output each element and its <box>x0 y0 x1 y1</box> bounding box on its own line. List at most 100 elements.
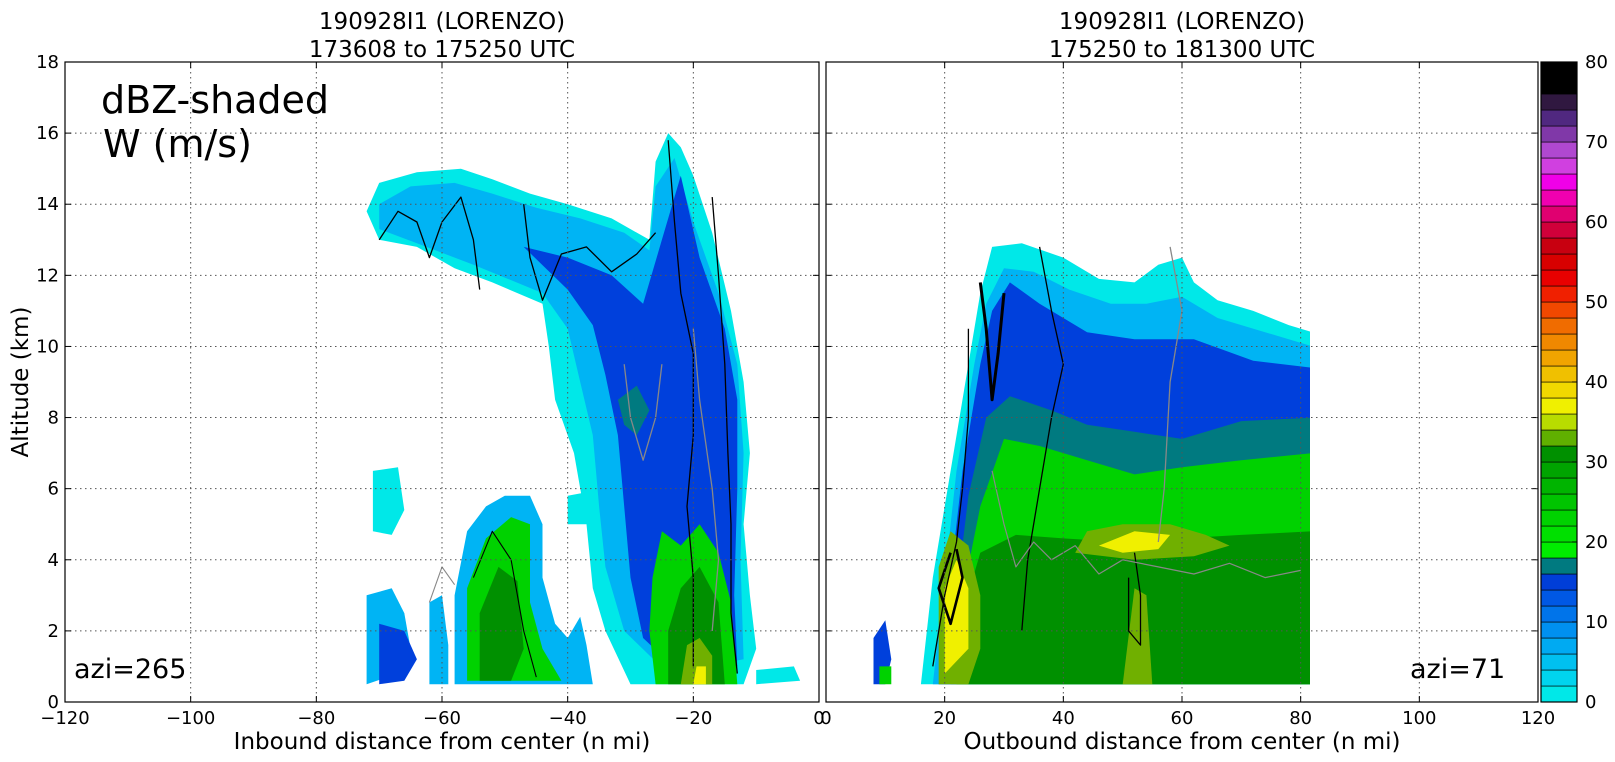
colorbar-cell <box>1540 413 1578 431</box>
inbound-azimuth-label: azi=265 <box>74 654 186 685</box>
colorbar-cell <box>1540 221 1578 239</box>
colorbar-cell <box>1540 653 1578 671</box>
x-tick-label: −60 <box>423 708 461 729</box>
outbound-x-ticks: 0 20 40 60 80 100 120 <box>820 62 1555 729</box>
y-tick-label: 0 <box>48 692 59 713</box>
colorbar-tick-label: 0 <box>1585 692 1596 713</box>
x2-tick-label: 120 <box>1521 708 1555 729</box>
colorbar-cell <box>1540 477 1578 495</box>
x-tick-label: −100 <box>166 708 215 729</box>
colorbar-cell <box>1540 109 1578 127</box>
x2-tick-label: 40 <box>1052 708 1075 729</box>
left-echo-low-blue <box>379 623 417 685</box>
colorbar-cell <box>1540 461 1578 479</box>
left-echo-speck <box>567 492 587 525</box>
x2-tick-label: 80 <box>1289 708 1312 729</box>
left-contour-anvil <box>523 204 657 301</box>
right-echo-streak <box>1122 588 1153 685</box>
left-echo-mid-cyan <box>372 467 405 535</box>
colorbar-tick-label: 70 <box>1585 132 1608 153</box>
colorbar-tick-label: 80 <box>1585 52 1608 73</box>
left-echo-core-yellow <box>693 666 706 685</box>
colorbar-cell <box>1540 493 1578 511</box>
y-tick-label: 6 <box>48 479 59 500</box>
outbound-title-line1: 190928I1 (LORENZO) <box>1059 9 1305 35</box>
left-contour-down2 <box>692 328 720 631</box>
y-tick-label: 14 <box>36 194 59 215</box>
y-tick-label: 8 <box>48 408 59 429</box>
y-axis-label: Altitude (km) <box>8 307 34 458</box>
colorbar-tick-label: 40 <box>1585 372 1608 393</box>
x2-tick-label: 100 <box>1402 708 1436 729</box>
colorbar-cell <box>1540 237 1578 255</box>
inbound-x-axis-label: Inbound distance from center (n mi) <box>234 729 651 755</box>
outbound-title-line2: 175250 to 181300 UTC <box>1049 37 1315 63</box>
y-tick-label: 12 <box>36 265 59 286</box>
left-contour-upper <box>378 196 481 290</box>
y-tick-label: 2 <box>48 621 59 642</box>
inbound-title-line2: 173608 to 175250 UTC <box>309 37 575 63</box>
colorbar-cell <box>1540 365 1578 383</box>
colorbar-tick-label: 50 <box>1585 292 1608 313</box>
left-echo-tail-cyan <box>756 666 801 685</box>
left-contour-updraft1 <box>667 140 694 667</box>
right-contour-a <box>932 328 970 667</box>
y-tick-label: 18 <box>36 52 59 73</box>
outbound-grid <box>826 62 1538 702</box>
inbound-title-line1: 190928I1 (LORENZO) <box>319 9 565 35</box>
colorbar-cell <box>1540 621 1578 639</box>
colorbar-ticks: 0 10 20 30 40 50 60 70 80 <box>1572 52 1608 713</box>
outbound-reflectivity-shading <box>873 243 1310 685</box>
colorbar-cell <box>1540 637 1578 655</box>
x2-tick-label: 20 <box>933 708 956 729</box>
colorbar-cell <box>1540 285 1578 303</box>
colorbar-cell <box>1540 77 1578 95</box>
y-tick-label: 10 <box>36 336 59 357</box>
inbound-panel: −120 −100 −80 −60 −40 −20 0 0 2 4 6 8 10 12 14 16 18 19… <box>8 9 1538 755</box>
colorbar-cell <box>1540 189 1578 207</box>
colorbar-cell <box>1540 589 1578 607</box>
right-contour-strong2 <box>937 548 964 626</box>
colorbar-cell <box>1540 381 1578 399</box>
inbound-grid <box>65 62 819 702</box>
x-tick-label: −120 <box>40 708 89 729</box>
inbound-y-ticks: 0 2 4 6 8 10 12 14 16 18 <box>36 52 1538 713</box>
colorbar-tick-label: 30 <box>1585 452 1608 473</box>
annotation-dbz-shaded: dBZ-shaded <box>101 78 329 122</box>
inbound-reflectivity-shading <box>366 133 801 685</box>
left-echo-cell-dkgreen <box>479 566 524 681</box>
right-contour-c <box>1157 246 1183 543</box>
left-contour-cell2 <box>428 566 456 603</box>
colorbar-cell <box>1540 509 1578 527</box>
x-tick-label: −80 <box>297 708 335 729</box>
colorbar-cell <box>1540 669 1578 687</box>
right-contour-e <box>991 470 1301 579</box>
right-echo-core-yellow <box>944 559 969 674</box>
right-contour-strong1 <box>978 282 1006 402</box>
colorbar-cell <box>1540 253 1578 271</box>
colorbar-cell <box>1540 573 1578 591</box>
colorbar-cell <box>1540 429 1578 447</box>
colorbar-tick-label: 20 <box>1585 532 1608 553</box>
colorbar-cell <box>1540 445 1578 463</box>
outbound-x-axis-label: Outbound distance from center (n mi) <box>964 729 1401 755</box>
colorbar-cell <box>1540 685 1578 703</box>
outbound-velocity-contours <box>932 246 1301 667</box>
x2-tick-label: 0 <box>820 708 831 729</box>
colorbar-cell <box>1540 349 1578 367</box>
right-band-yellow <box>1098 531 1171 553</box>
right-echo-outer-green <box>879 666 892 685</box>
colorbar-cell <box>1540 125 1578 143</box>
x-tick-label: −40 <box>549 708 587 729</box>
left-echo-teal <box>617 385 650 436</box>
colorbar-cell <box>1540 61 1578 79</box>
colorbar-cell <box>1540 173 1578 191</box>
colorbar-cell <box>1540 333 1578 351</box>
x2-tick-label: 60 <box>1171 708 1194 729</box>
annotation-w: W (m/s) <box>103 122 252 166</box>
x-tick-label: −20 <box>674 708 712 729</box>
colorbar-cell <box>1540 205 1578 223</box>
outbound-azimuth-label: azi=71 <box>1410 654 1505 685</box>
colorbar-cell <box>1540 541 1578 559</box>
